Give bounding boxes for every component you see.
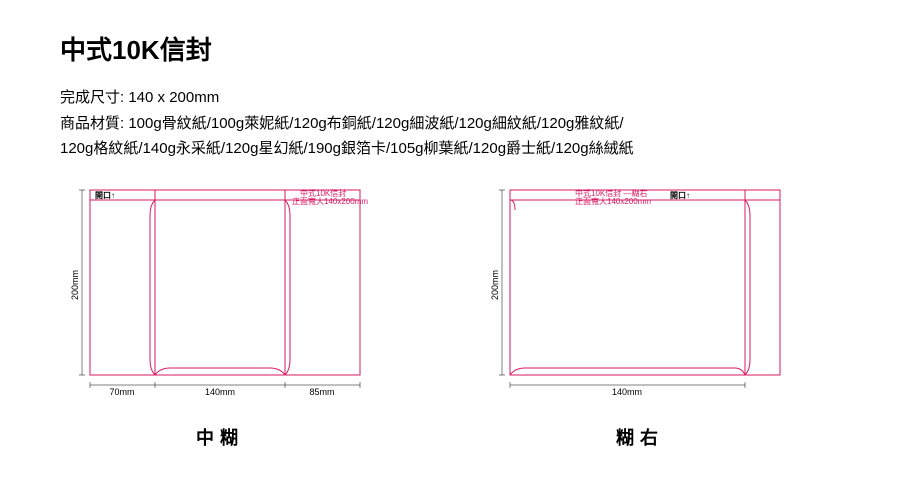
overlay-size-r: 正面寬大140x200mm [575,196,651,206]
dim-v-r: 200mm [490,269,500,299]
page-title: 中式10K信封 [60,30,840,67]
spec-size: 完成尺寸: 140 x 200mm [60,85,840,111]
dim-left: 70mm [109,387,134,397]
dim-right: 85mm [309,387,334,397]
overlay-opening: 開口↑ [95,191,115,200]
diagram-center-glue: 開口↑ 中式10K信封 正面寬大140x200mm 200mm 70mm 140… [60,180,380,450]
spec-material-2: 120g格紋紙/140g永采紙/120g星幻紙/190g銀箔卡/105g柳葉紙/… [60,136,840,162]
dieline-svg-right: 開口↑ 中式10K信封 —糊右 正面寬大140x200mm 200mm 140m… [480,180,800,410]
dim-center-r: 140mm [612,387,642,397]
diagram-row: 開口↑ 中式10K信封 正面寬大140x200mm 200mm 70mm 140… [60,180,840,450]
dieline-svg-center: 開口↑ 中式10K信封 正面寬大140x200mm 200mm 70mm 140… [60,180,380,410]
caption-right: 糊右 [616,424,664,450]
overlay-opening-r: 開口↑ [670,191,690,200]
dim-center: 140mm [205,387,235,397]
spec-material-1: 商品材質: 100g骨紋紙/100g萊妮紙/120g布銅紙/120g細波紙/12… [60,111,840,137]
spec-block: 完成尺寸: 140 x 200mm 商品材質: 100g骨紋紙/100g萊妮紙/… [60,85,840,162]
overlay-size: 正面寬大140x200mm [292,196,368,206]
dim-v: 200mm [70,269,80,299]
caption-center: 中糊 [196,424,244,450]
diagram-right-glue: 開口↑ 中式10K信封 —糊右 正面寬大140x200mm 200mm 140m… [480,180,800,450]
